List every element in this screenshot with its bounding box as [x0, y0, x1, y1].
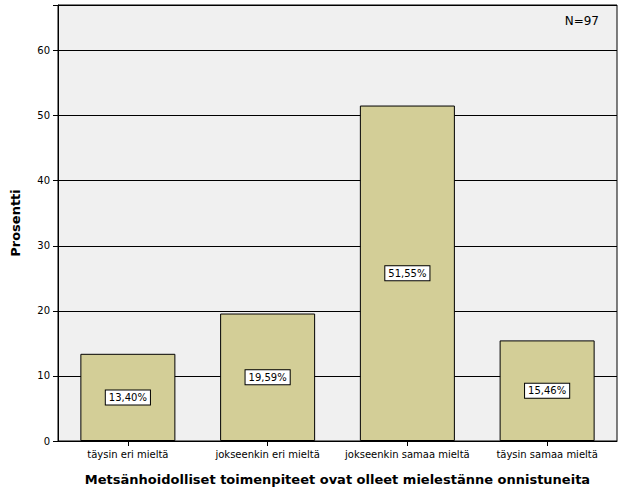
- svg-text:20: 20: [37, 305, 50, 316]
- svg-text:0: 0: [44, 436, 50, 447]
- svg-text:13,40%: 13,40%: [109, 392, 147, 403]
- svg-text:30: 30: [37, 240, 50, 251]
- svg-text:10: 10: [37, 370, 50, 381]
- svg-text:täysin samaa mieltä: täysin samaa mieltä: [496, 449, 597, 460]
- svg-text:jokseenkin eri mieltä: jokseenkin eri mieltä: [214, 449, 319, 460]
- svg-text:60: 60: [37, 45, 50, 56]
- svg-text:50: 50: [37, 110, 50, 121]
- svg-text:51,55%: 51,55%: [388, 268, 426, 279]
- svg-text:täysin eri mieltä: täysin eri mieltä: [87, 449, 168, 460]
- svg-text:Prosentti: Prosentti: [8, 189, 23, 257]
- svg-text:40: 40: [37, 175, 50, 186]
- svg-text:jokseenkin samaa mieltä: jokseenkin samaa mieltä: [344, 449, 470, 460]
- svg-text:N=97: N=97: [565, 14, 599, 28]
- svg-text:15,46%: 15,46%: [528, 385, 566, 396]
- svg-text:Metsänhoidolliset toimenpiteet: Metsänhoidolliset toimenpiteet ovat olle…: [85, 472, 590, 487]
- svg-text:19,59%: 19,59%: [249, 372, 287, 383]
